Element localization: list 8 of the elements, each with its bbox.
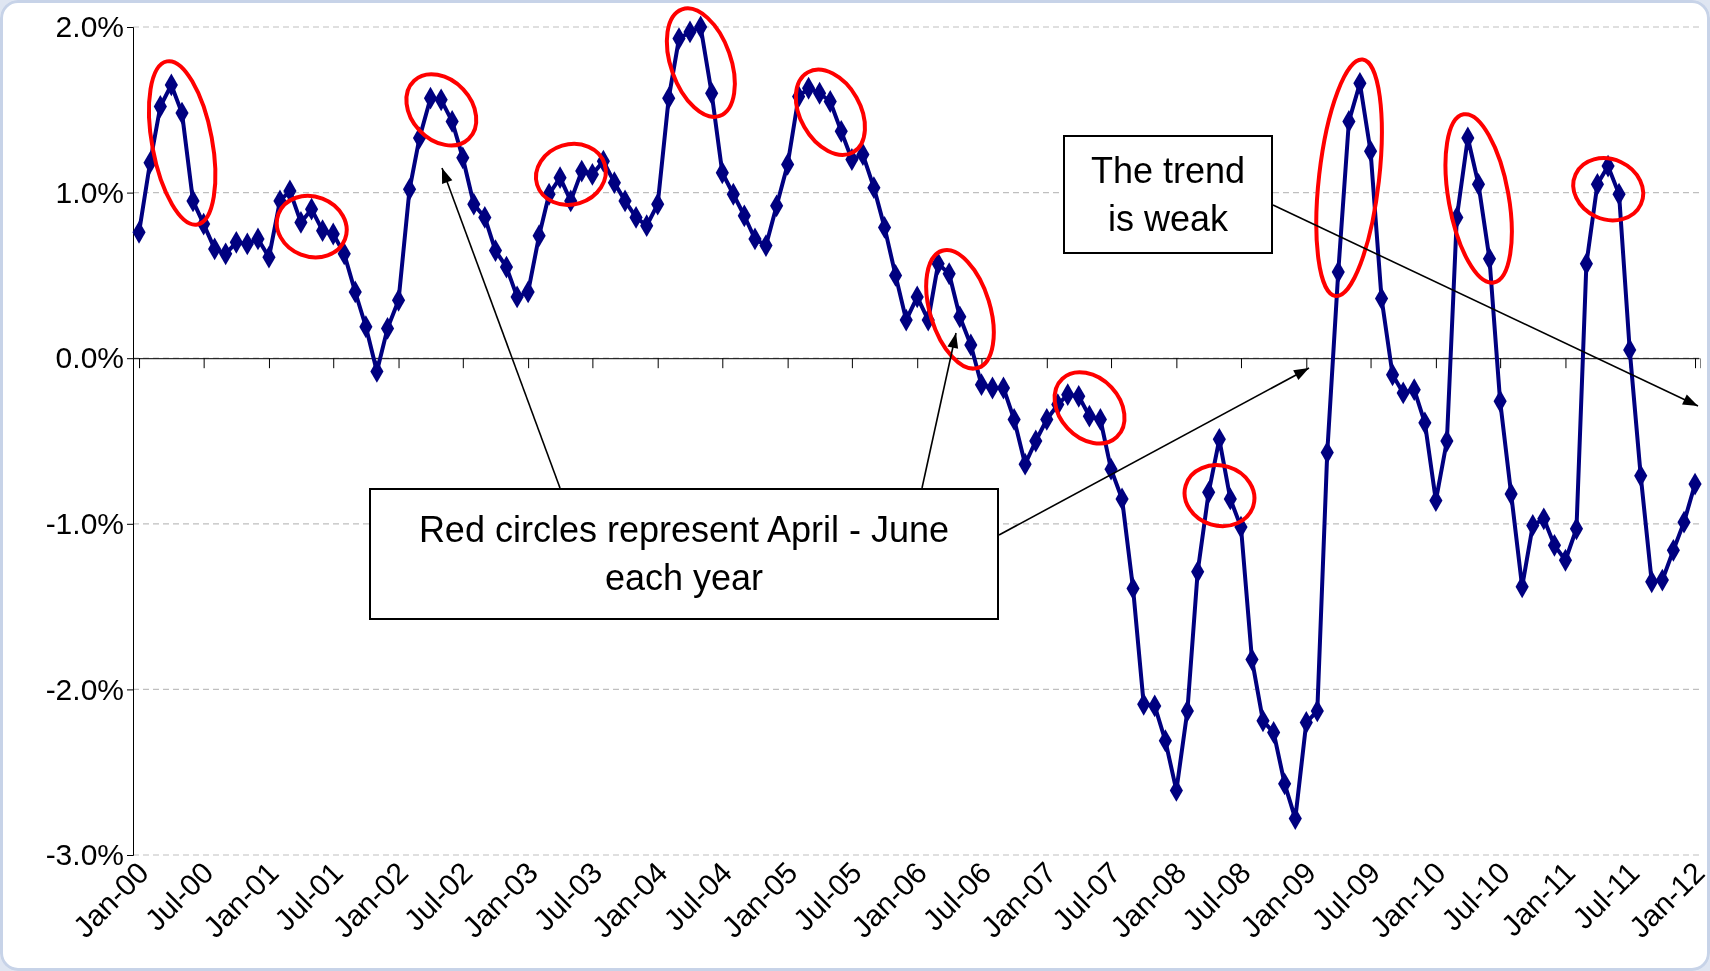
- y-tick-label: 2.0%: [55, 10, 124, 44]
- y-tick-label: -2.0%: [45, 672, 124, 706]
- annotation: Red circles represent April - June each year: [369, 488, 999, 620]
- y-tick-label: -1.0%: [45, 506, 124, 540]
- y-tick-label: 1.0%: [55, 175, 124, 209]
- y-tick-label: 0.0%: [55, 341, 124, 375]
- y-tick-label: -3.0%: [45, 838, 124, 872]
- annotation: The trend is weak: [1063, 135, 1273, 254]
